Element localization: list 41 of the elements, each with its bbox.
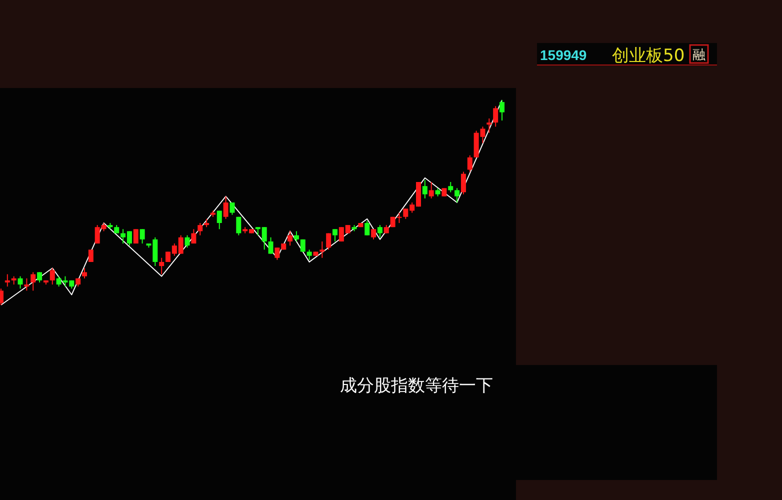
candlestick	[223, 196, 228, 220]
candlestick	[428, 182, 434, 199]
candlestick	[268, 236, 274, 254]
candlestick	[18, 276, 23, 290]
candlestick	[37, 272, 42, 283]
candlestick	[306, 249, 312, 260]
candlestick	[364, 220, 370, 236]
candlestick	[460, 171, 466, 195]
candlestick	[216, 210, 222, 230]
candlestick	[500, 100, 504, 121]
text: 成分股指数等待一下	[340, 376, 493, 396]
candlestick	[198, 222, 203, 236]
candlestick	[454, 188, 460, 203]
candlestick	[236, 216, 242, 236]
candlestick	[486, 118, 492, 134]
candlestick	[377, 224, 382, 238]
candlestick	[230, 202, 235, 216]
candlestick	[371, 228, 376, 240]
candlestick	[326, 232, 332, 250]
candlestick	[467, 154, 472, 172]
candlestick	[191, 228, 196, 244]
candlestick	[448, 182, 454, 193]
candlestick	[332, 228, 338, 242]
candlestick	[288, 230, 293, 246]
candlestick	[88, 249, 94, 262]
text: 159949	[540, 47, 587, 63]
candlestick	[4, 274, 10, 288]
text: 融	[692, 48, 706, 63]
candlestick	[184, 234, 190, 248]
candlestick	[82, 268, 87, 279]
candlestick	[159, 257, 164, 275]
text: 创业板50	[612, 46, 685, 66]
candlestick	[422, 179, 428, 199]
candlestick	[133, 228, 138, 244]
candlestick	[30, 272, 36, 292]
candlestick	[493, 106, 498, 128]
candlestick	[320, 240, 325, 258]
candlestick	[140, 228, 145, 244]
candlestick	[294, 230, 299, 242]
candlestick	[24, 278, 30, 292]
candlestick	[50, 268, 55, 285]
